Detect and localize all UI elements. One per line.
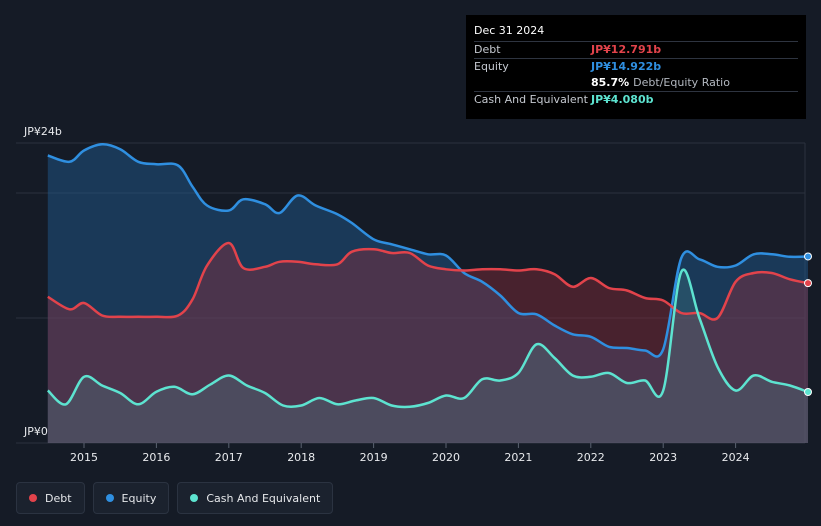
x-tick-label: 2017 bbox=[215, 451, 243, 464]
equity-area bbox=[47, 144, 809, 443]
x-tick-label: 2020 bbox=[432, 451, 460, 464]
legend-dot-icon bbox=[190, 494, 199, 502]
x-tick-label: 2021 bbox=[504, 451, 532, 464]
debt-area bbox=[47, 242, 809, 443]
cash-line bbox=[46, 268, 809, 409]
debt-line bbox=[47, 241, 809, 321]
cash-area bbox=[47, 269, 809, 443]
tooltip-cash-value: JP¥4.080b bbox=[591, 93, 654, 106]
x-tick-label: 2022 bbox=[577, 451, 605, 464]
tooltip-label: Debt bbox=[474, 43, 501, 56]
equity-line bbox=[47, 143, 809, 358]
tooltip-equity-value: JP¥14.922b bbox=[591, 60, 662, 73]
legend-item-equity[interactable]: Equity bbox=[92, 482, 170, 514]
tooltip-panel: Dec 31 2024 Debt JP¥12.791b Equity JP¥14… bbox=[466, 15, 806, 119]
legend: Debt Equity Cash And Equivalent bbox=[16, 482, 334, 514]
legend-dot-icon bbox=[105, 494, 114, 502]
tooltip-row-ratio: 85.7% Debt/Equity Ratio bbox=[474, 75, 798, 91]
tooltip-label: Equity bbox=[474, 60, 509, 73]
legend-item-debt[interactable]: Debt bbox=[16, 482, 85, 514]
tooltip-label: Cash And Equivalent bbox=[474, 93, 588, 106]
x-tick-label: 2024 bbox=[722, 451, 750, 464]
tooltip-row-equity: Equity JP¥14.922b bbox=[474, 58, 798, 75]
series-lines bbox=[46, 143, 809, 409]
x-tick-label: 2015 bbox=[70, 451, 98, 464]
legend-label: Cash And Equivalent bbox=[206, 491, 321, 505]
legend-item-cash[interactable]: Cash And Equivalent bbox=[177, 482, 334, 514]
legend-dot-icon bbox=[29, 494, 37, 502]
tooltip-ratio-value: 85.7% bbox=[591, 76, 630, 89]
cash-endpoint bbox=[804, 388, 812, 396]
legend-label: Equity bbox=[121, 491, 157, 505]
x-tick-label: 2023 bbox=[649, 451, 677, 464]
y-tick-label-max: JP¥24b bbox=[24, 125, 62, 138]
x-tick-label: 2019 bbox=[360, 451, 388, 464]
tooltip-date: Dec 31 2024 bbox=[474, 24, 545, 37]
tooltip-ratio-label: Debt/Equity Ratio bbox=[633, 76, 730, 89]
tooltip-row-cash: Cash And Equivalent JP¥4.080b bbox=[474, 91, 798, 108]
legend-label: Debt bbox=[45, 491, 72, 505]
x-tick-label: 2016 bbox=[142, 451, 170, 464]
tooltip-row-debt: Debt JP¥12.791b bbox=[474, 41, 798, 58]
debt-endpoint bbox=[804, 279, 812, 288]
y-tick-label-zero: JP¥0 bbox=[24, 425, 48, 438]
series-areas bbox=[47, 144, 809, 443]
x-tick-label: 2018 bbox=[287, 451, 315, 464]
tooltip-debt-value: JP¥12.791b bbox=[591, 43, 662, 56]
series-endpoints bbox=[804, 252, 812, 396]
x-axis: 2015 2016 2017 2018 2019 2020 2021 2022 2023 2024 bbox=[70, 443, 750, 464]
equity-endpoint bbox=[804, 252, 812, 261]
